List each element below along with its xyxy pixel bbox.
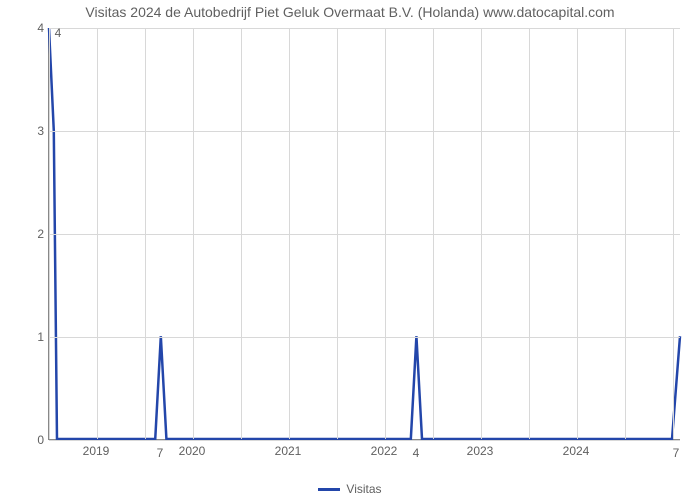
x-tick-label: 2022 [371, 444, 398, 458]
data-point-label: 4 [55, 26, 62, 40]
data-point-label: 7 [673, 446, 680, 460]
legend-label: Visitas [346, 482, 381, 496]
data-point-label: 4 [413, 446, 420, 460]
visits-line-chart: Visitas 2024 de Autobedrijf Piet Geluk O… [0, 0, 700, 500]
gridline-horizontal [49, 337, 680, 338]
x-tick-label: 2024 [563, 444, 590, 458]
y-tick-label: 2 [4, 227, 44, 241]
data-point-label: 7 [157, 446, 164, 460]
plot-area [48, 28, 680, 440]
gridline-horizontal [49, 234, 680, 235]
gridline-horizontal [49, 131, 680, 132]
x-tick-label: 2019 [83, 444, 110, 458]
y-tick-label: 4 [4, 21, 44, 35]
y-tick-label: 3 [4, 124, 44, 138]
gridline-horizontal [49, 28, 680, 29]
legend: Visitas [0, 482, 700, 496]
x-tick-label: 2023 [467, 444, 494, 458]
chart-title: Visitas 2024 de Autobedrijf Piet Geluk O… [0, 4, 700, 20]
x-tick-label: 2021 [275, 444, 302, 458]
x-tick-label: 2020 [179, 444, 206, 458]
y-tick-label: 0 [4, 433, 44, 447]
gridline-horizontal [49, 440, 680, 441]
y-tick-label: 1 [4, 330, 44, 344]
legend-swatch [318, 488, 340, 491]
